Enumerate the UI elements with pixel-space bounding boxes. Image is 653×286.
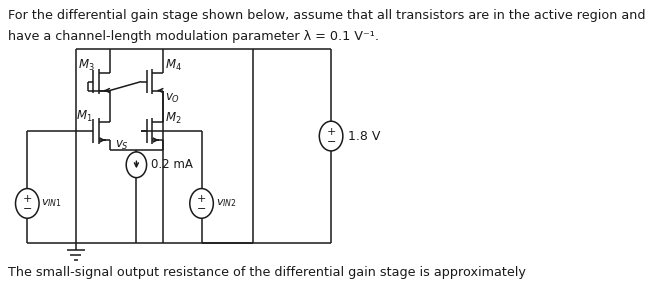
Text: M$_4$: M$_4$: [165, 58, 182, 73]
Text: For the differential gain stage shown below, assume that all transistors are in : For the differential gain stage shown be…: [8, 9, 645, 22]
Text: −: −: [197, 204, 206, 214]
Text: $v_{IN2}$: $v_{IN2}$: [215, 198, 236, 209]
Text: have a channel-length modulation parameter λ = 0.1 V⁻¹.: have a channel-length modulation paramet…: [8, 30, 379, 43]
Text: −: −: [23, 204, 32, 214]
Text: M$_2$: M$_2$: [165, 111, 182, 126]
Text: $v_{IN1}$: $v_{IN1}$: [41, 198, 63, 209]
Text: The small-signal output resistance of the differential gain stage is approximate: The small-signal output resistance of th…: [8, 266, 526, 279]
Text: $v_S$: $v_S$: [115, 138, 129, 152]
Text: M$_3$: M$_3$: [78, 58, 95, 73]
Text: $v_O$: $v_O$: [165, 92, 181, 105]
Text: 0.2 mA: 0.2 mA: [151, 158, 193, 171]
Text: +: +: [197, 194, 206, 204]
Text: +: +: [23, 194, 32, 204]
Text: 1.8 V: 1.8 V: [347, 130, 380, 142]
Text: +: +: [326, 127, 336, 137]
Text: M$_1$: M$_1$: [76, 109, 93, 124]
Text: −: −: [326, 137, 336, 147]
